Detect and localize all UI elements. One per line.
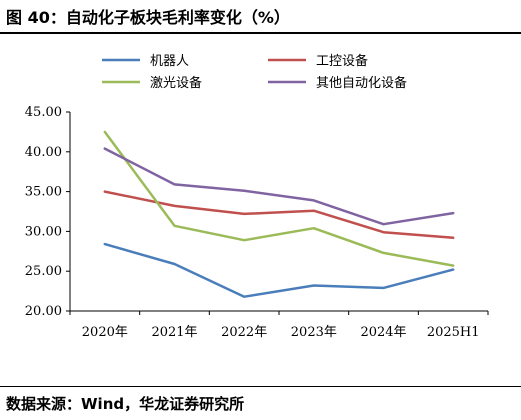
x-tick-label: 2022年 bbox=[221, 325, 267, 340]
y-tick-label: 30.00 bbox=[25, 224, 62, 239]
chart-title: 图 40：自动化子板块毛利率变化（%） bbox=[6, 8, 290, 27]
series-lines bbox=[103, 130, 455, 298]
x-tick-label: 2025H1 bbox=[427, 325, 480, 340]
x-tick-label: 2024年 bbox=[360, 325, 406, 340]
x-tick-label: 2021年 bbox=[151, 325, 197, 340]
source-note: 数据来源：Wind，华龙证券研究所 bbox=[6, 395, 245, 413]
y-tick-label: 25.00 bbox=[25, 264, 62, 279]
x-tick-label: 2020年 bbox=[82, 325, 128, 340]
legend-label: 激光设备 bbox=[150, 75, 202, 91]
y-tick-label: 40.00 bbox=[25, 145, 62, 160]
series-line-4 bbox=[103, 147, 455, 226]
y-tick-label: 35.00 bbox=[25, 185, 62, 200]
legend-label: 其他自动化设备 bbox=[316, 75, 407, 91]
y-tick-label: 45.00 bbox=[25, 105, 62, 120]
title-divider bbox=[0, 32, 521, 34]
y-tick-label: 20.00 bbox=[25, 304, 62, 319]
x-tick-label: 2023年 bbox=[291, 325, 337, 340]
axes: 20.00 25.00 30.00 35.00 40.00 45.00 2020年 2021年… bbox=[25, 105, 489, 340]
series-line-2 bbox=[103, 190, 455, 240]
series-line-3 bbox=[103, 130, 455, 267]
footer-divider bbox=[0, 386, 521, 387]
legend-label: 机器人 bbox=[150, 54, 189, 69]
series-line-1 bbox=[103, 242, 455, 298]
legend-label: 工控设备 bbox=[316, 53, 368, 69]
